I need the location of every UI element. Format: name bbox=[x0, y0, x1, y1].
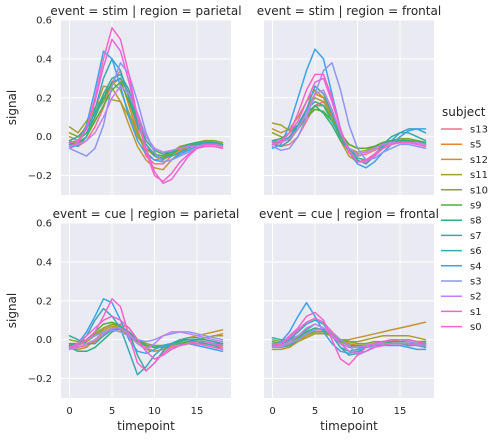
legend-label-s0: s0 bbox=[470, 322, 482, 333]
plot-background bbox=[61, 223, 231, 398]
x-tick-label: 10 bbox=[351, 406, 364, 417]
x-axis-label: timepoint bbox=[320, 419, 378, 433]
legend-title: subject bbox=[442, 105, 486, 119]
legend-label-s8: s8 bbox=[470, 216, 482, 227]
x-tick-label: 0 bbox=[66, 406, 72, 417]
series-line-s8 bbox=[68, 327, 224, 353]
y-tick-label: 0.4 bbox=[36, 54, 52, 65]
series-line-s4 bbox=[271, 301, 427, 355]
y-tick-label: 0.6 bbox=[36, 219, 52, 230]
facet-title: event = cue | region = parietal bbox=[53, 207, 240, 221]
y-tick-label: 0.0 bbox=[36, 335, 52, 346]
legend-label-s7: s7 bbox=[470, 231, 482, 242]
panels-layer: event = stim | region = parietal −0.2 0.0 0… bbox=[5, 4, 441, 433]
series-line-s2 bbox=[68, 327, 224, 351]
y-tick-label: −0.2 bbox=[28, 374, 52, 385]
y-axis-label: signal bbox=[5, 90, 19, 126]
series-line-s8 bbox=[68, 77, 224, 155]
x-tick-label: 0 bbox=[269, 406, 275, 417]
y-tick-label: 0.2 bbox=[36, 93, 52, 104]
facet-panel-3: event = cue | region = parietal −0.2 0.0 0.… bbox=[5, 207, 239, 433]
legend-label-s11: s11 bbox=[470, 170, 488, 181]
legend-label-s13: s13 bbox=[470, 125, 488, 136]
facet-title: event = stim | region = frontal bbox=[257, 4, 441, 18]
series-line-s6 bbox=[68, 58, 224, 159]
y-tick-label: 0.0 bbox=[36, 132, 52, 143]
y-tick-label: 0.2 bbox=[36, 296, 52, 307]
x-tick-label: 15 bbox=[191, 406, 204, 417]
series-line-s4 bbox=[68, 298, 224, 355]
legend-label-s1: s1 bbox=[470, 307, 482, 318]
y-tick-label: 0.4 bbox=[36, 257, 52, 268]
facet-panel-1: event = stim | region = parietal −0.2 0.0 0… bbox=[5, 4, 242, 195]
x-tick-label: 5 bbox=[109, 406, 115, 417]
y-axis-label: signal bbox=[5, 293, 19, 329]
x-tick-label: 15 bbox=[394, 406, 407, 417]
facet-title: event = cue | region = frontal bbox=[259, 207, 439, 221]
x-tick-label: 5 bbox=[312, 406, 318, 417]
legend-label-s12: s12 bbox=[470, 155, 488, 166]
legend: subject s13 s5 s12 s11 s10 s9 s8 s7 s6 s4 s3 s2 s1 s0 bbox=[441, 105, 488, 333]
series-line-s3 bbox=[68, 329, 224, 349]
facet-title: event = stim | region = parietal bbox=[50, 4, 241, 18]
series-line-s0 bbox=[271, 73, 427, 163]
legend-label-s4: s4 bbox=[470, 261, 482, 272]
legend-label-s9: s9 bbox=[470, 201, 482, 212]
legend-label-s5: s5 bbox=[470, 140, 482, 151]
facet-panel-2: event = stim | region = frontal bbox=[257, 4, 441, 195]
series-line-s0 bbox=[271, 311, 427, 366]
legend-label-s2: s2 bbox=[470, 292, 482, 303]
legend-label-s10: s10 bbox=[470, 185, 488, 196]
plot-background bbox=[61, 20, 231, 195]
x-tick-label: 10 bbox=[148, 406, 161, 417]
series-line-s1 bbox=[271, 317, 427, 355]
facet-panel-4: event = cue | region = frontal 0 5 10 15 time… bbox=[259, 207, 439, 433]
series-line-s2 bbox=[68, 85, 224, 153]
series-line-s1 bbox=[68, 315, 224, 360]
plot-background bbox=[264, 223, 434, 398]
y-tick-label: −0.2 bbox=[28, 171, 52, 182]
series-line-s3 bbox=[271, 62, 427, 161]
x-axis-label: timepoint bbox=[117, 419, 175, 433]
plot-background bbox=[264, 20, 434, 195]
series-line-s0 bbox=[68, 27, 224, 183]
y-tick-label: 0.6 bbox=[36, 16, 52, 27]
legend-label-s3: s3 bbox=[470, 277, 482, 288]
legend-label-s6: s6 bbox=[470, 246, 482, 257]
series-line-s0 bbox=[68, 298, 224, 372]
